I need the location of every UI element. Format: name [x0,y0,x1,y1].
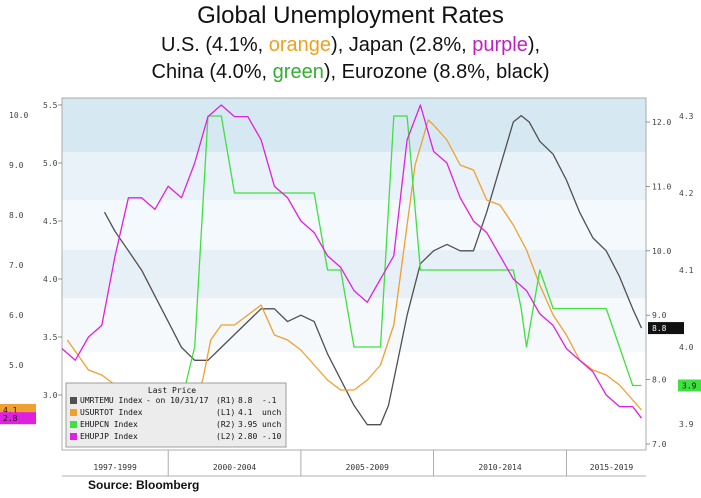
tick-label-l2: 5.0 [43,159,58,168]
tick-label-l1: 5.0 [9,361,24,370]
series-line-ehupcn [175,115,642,425]
subtitle-us: U.S. (4.1%, [160,34,269,56]
legend-change: -.10 [262,432,281,441]
tick-label-r1: 10.0 [652,247,671,256]
source-note: Source: Bloomberg [88,478,200,492]
x-period-label: 2000-2004 [213,463,257,472]
legend-swatch [70,409,77,416]
tick-label-r2: 4.1 [679,266,694,275]
legend-change: -.1 [262,396,277,405]
legend-ticker: USURTOT Index [80,408,143,417]
legend-change: unch [262,420,281,429]
legend-title: Last Price [148,386,196,395]
background-band [62,98,646,152]
tick-label-l1: 9.0 [9,161,24,170]
end-badge-label: 8.8 [652,324,667,333]
x-period-label: 2015-2019 [590,463,634,472]
x-period-label: 2005-2009 [346,463,390,472]
tick-label-l2: 3.0 [43,391,58,400]
tick-label-r1: 11.0 [652,182,671,191]
legend-change: unch [262,408,281,417]
x-period-label: 2010-2014 [478,463,522,472]
tick-label-l2: 4.5 [43,217,58,226]
unemployment-chart: 5.0 6.0 7.0 8.0 9.0 10.0 3.0 3.5 4.0 4.5 5.0 5.5 7.0… [0,97,701,477]
subtitle-line-2: China (4.0%, green), Eurozone (8.8%, bla… [0,60,701,84]
tick-label-r1: 9.0 [652,311,667,320]
legend-value: 3.95 [238,420,257,429]
legend-box [65,382,287,448]
tick-label-r2: 4.0 [679,343,694,352]
subtitle-line-1: U.S. (4.1%, orange), Japan (2.8%, purple… [0,33,701,57]
tick-label-l1: 10.0 [9,111,28,120]
tick-label-l1: 7.0 [9,261,24,270]
end-badge-label: 4.1 [3,406,18,415]
tick-label-l2: 4.0 [43,275,58,284]
legend-desc: - on 10/31/17 [146,396,209,405]
legend-value: 4.1 [238,408,253,417]
end-badge [648,322,684,335]
subtitle-japan: ), Japan (2.8%, [331,34,473,56]
legend-ticker: UMRTEMU Index [80,396,143,405]
tick-label-r1: 12.0 [652,118,671,127]
legend-axis: (R2) [216,420,235,429]
background-band [62,298,646,352]
end-badge-label: 3.9 [682,382,697,391]
plot-frame [61,97,647,451]
tick-label-l2: 3.5 [43,333,58,342]
tick-label-r2: 3.9 [679,420,694,429]
legend-swatch [70,433,77,440]
background-band [62,152,646,200]
tick-label-l2: 5.5 [43,101,58,110]
tick-label-r1: 8.0 [652,376,667,385]
subtitle-end: ), [527,34,541,56]
subtitle-china-color: green [272,61,324,83]
end-badge [678,379,701,392]
legend-swatch [70,421,77,428]
legend-axis: (L1) [216,408,235,417]
chart-title: Global Unemployment Rates [197,2,504,29]
legend-value: 8.8 [238,396,253,405]
end-badge [0,412,36,425]
legend-value: 2.80 [238,432,257,441]
series-line-ehupjp [61,104,643,419]
tick-label-r2: 4.2 [679,189,694,198]
legend-swatch [70,397,77,404]
subtitle-japan-color: purple [472,34,528,56]
tick-label-l1: 6.0 [9,311,24,320]
tick-label-l1: 8.0 [9,211,24,220]
tick-label-r2: 4.3 [679,112,694,121]
tick-label-r1: 7.0 [652,440,667,449]
x-period-label: 1997-1999 [93,463,137,472]
subtitle-china: China (4.0%, [151,61,273,83]
subtitle-us-color: orange [268,34,332,56]
legend-ticker: EHUPJP Index [80,432,138,441]
subtitle-eurozone: ), Eurozone (8.8%, black) [323,61,550,83]
background-band [62,200,646,250]
legend-ticker: EHUPCN Index [80,420,138,429]
end-badge-label: 2.8 [3,414,18,423]
series-line-umrtemu [103,114,643,426]
legend-axis: (R1) [216,396,235,405]
legend-axis: (L2) [216,432,235,441]
